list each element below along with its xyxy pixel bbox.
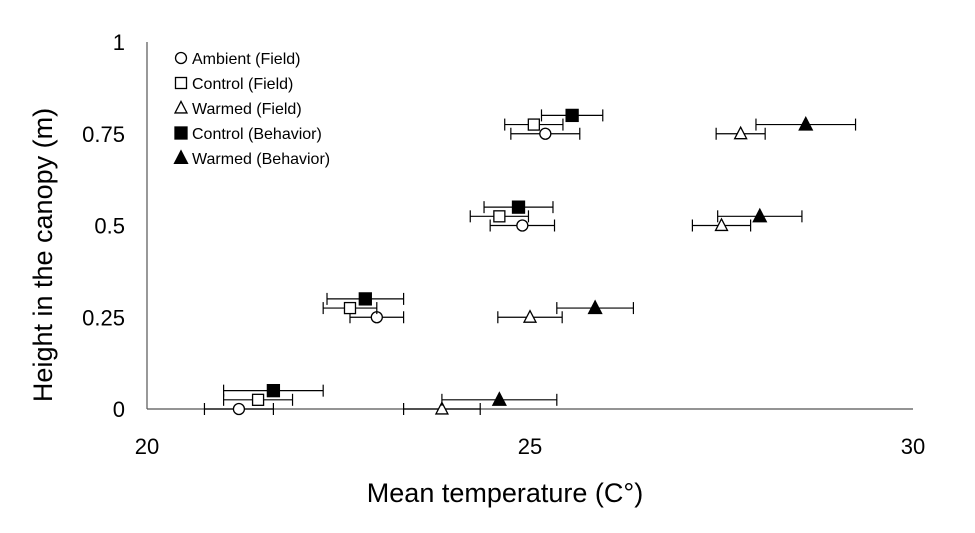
legend: Ambient (Field) Control (Field) Warmed (Fi…	[173, 51, 330, 168]
point-marker	[491, 391, 507, 406]
point-marker	[527, 118, 540, 131]
y-tick-label: 0.25	[82, 305, 125, 330]
data-point	[717, 207, 803, 223]
data-point	[223, 393, 294, 406]
legend-entry: Control (Field)	[174, 76, 293, 93]
legend-label: Ambient (Field)	[192, 51, 300, 68]
point-marker	[752, 207, 768, 223]
legend-marker	[173, 99, 189, 114]
legend-entry: Control (Behavior)	[174, 126, 322, 143]
data-point	[504, 118, 564, 131]
axes	[146, 42, 913, 410]
legend-marker	[174, 51, 188, 65]
y-tick-label: 1	[113, 30, 125, 55]
point-marker	[798, 115, 814, 131]
x-axis-label: Mean temperature (C°)	[367, 478, 643, 508]
legend-entry: Warmed (Behavior)	[173, 149, 330, 168]
legend-label: Warmed (Field)	[192, 101, 302, 118]
y-axis-label: Height in the canopy (m)	[28, 108, 58, 402]
data-point	[203, 402, 274, 416]
y-tick-label: 0.5	[94, 214, 125, 239]
point-marker	[358, 292, 372, 306]
data-point	[497, 309, 563, 324]
data-point	[223, 383, 324, 398]
legend-label: Warmed (Behavior)	[192, 151, 330, 168]
legend-label: Control (Field)	[192, 76, 293, 93]
x-tick-label: 30	[901, 434, 925, 459]
point-marker	[434, 400, 449, 415]
point-marker	[565, 108, 579, 123]
data-point	[483, 200, 554, 214]
data-point	[540, 108, 604, 123]
point-marker	[539, 127, 552, 140]
legend-marker	[174, 76, 188, 90]
x-tick-label: 20	[135, 434, 159, 459]
legend-marker	[174, 126, 188, 140]
point-marker	[587, 299, 603, 315]
point-marker	[493, 210, 506, 223]
point-marker	[714, 217, 729, 232]
point-marker	[266, 383, 281, 398]
y-tick-label: 0.75	[82, 122, 125, 147]
data-marks	[203, 108, 857, 416]
data-point	[441, 391, 558, 406]
point-marker	[343, 301, 357, 315]
point-marker	[516, 219, 529, 232]
y-tick-label: 0	[113, 397, 125, 422]
data-point	[403, 400, 481, 415]
point-marker	[522, 309, 538, 323]
data-point	[322, 301, 378, 315]
x-tick-label: 25	[518, 434, 542, 459]
data-point	[755, 115, 857, 131]
legend-entry: Ambient (Field)	[174, 51, 300, 68]
tick-labels: 20 25 30 0 0.25 0.5 0.75 1	[82, 30, 925, 459]
point-marker	[232, 402, 246, 416]
legend-label: Control (Behavior)	[192, 126, 322, 143]
point-marker	[733, 125, 748, 140]
legend-entry: Warmed (Field)	[173, 99, 302, 118]
data-point	[691, 217, 752, 232]
data-point	[489, 219, 556, 232]
data-point	[715, 125, 766, 140]
point-marker	[511, 200, 526, 214]
data-point	[326, 292, 405, 306]
point-marker	[251, 393, 265, 406]
legend-marker	[173, 149, 189, 165]
data-point	[510, 127, 581, 140]
data-point	[469, 210, 530, 223]
data-point	[556, 299, 635, 315]
